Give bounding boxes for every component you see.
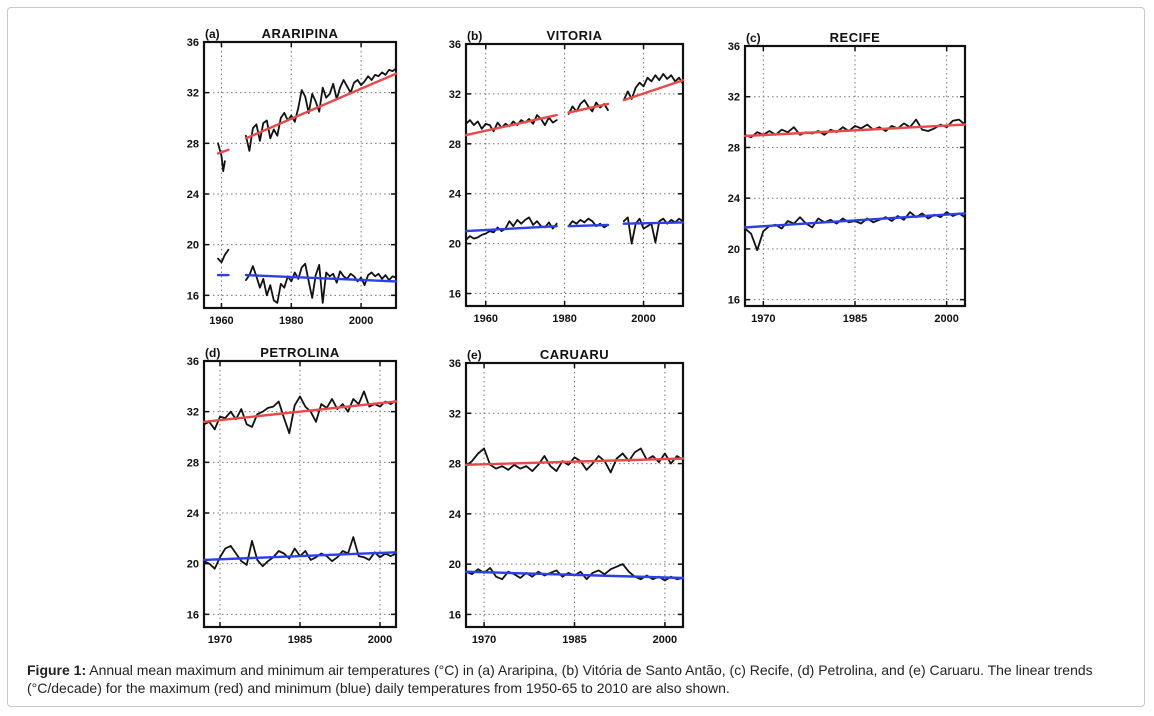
panel-letter: (c) [746, 31, 761, 45]
caption-text: Annual mean maximum and minimum air temp… [27, 662, 1093, 696]
series-min-trend-line [464, 224, 558, 233]
y-tick-label: 16 [728, 295, 740, 307]
y-tick-label: 32 [187, 88, 199, 100]
y-tick-label: 36 [728, 41, 740, 53]
panel-letter: (b) [467, 29, 482, 43]
series-max-line [744, 118, 966, 139]
caption-label: Figure 1: [27, 662, 87, 678]
series-max-line [622, 73, 684, 101]
y-tick-label: 32 [449, 408, 461, 420]
x-tick-label: 1985 [288, 634, 312, 646]
series-max-trend-line [202, 400, 398, 423]
plot-frame [202, 40, 398, 310]
panel-letter: (e) [467, 348, 482, 362]
x-tick-label: 2000 [349, 315, 373, 327]
x-tick-label: 1985 [843, 313, 867, 325]
series-min-trend-line [202, 551, 398, 562]
x-tick-label: 1980 [279, 315, 303, 327]
y-tick-label: 16 [187, 290, 199, 302]
y-tick-label: 36 [187, 37, 199, 49]
x-tick-label: 1980 [552, 313, 576, 325]
y-tick-label: 24 [449, 189, 462, 201]
x-tick-label: 2000 [934, 313, 958, 325]
x-tick-label: 1970 [751, 313, 775, 325]
y-tick-label: 20 [187, 559, 199, 571]
series-max-trend-line [216, 148, 230, 155]
y-tick-label: 24 [728, 193, 741, 205]
chart-panel-3: 16 20 24 28 32 36 1970 1985 2000 (c) RECIFE [728, 30, 967, 325]
x-tick-label: 1970 [472, 634, 496, 646]
y-tick-label: 28 [187, 138, 199, 150]
y-tick-label: 32 [728, 92, 740, 104]
y-tick-label: 20 [449, 559, 461, 571]
series-min-trend-line [464, 570, 685, 580]
y-tick-label: 20 [449, 239, 461, 251]
x-tick-label: 2000 [368, 634, 392, 646]
y-tick-label: 32 [187, 407, 199, 419]
y-tick-label: 24 [187, 508, 200, 520]
x-tick-label: 1960 [473, 313, 497, 325]
x-tick-label: 1970 [208, 634, 232, 646]
y-tick-label: 20 [728, 244, 740, 256]
chart-panel-1: 16 20 24 28 32 36 1960 1980 2000 (a) ARARIPINA [187, 26, 398, 327]
series-min-trend-line [244, 273, 398, 283]
panel-title: CARUARU [540, 347, 609, 362]
series-min-trend-line [567, 223, 610, 228]
chart-panel-2: 16 20 24 28 32 36 1960 1980 2000 (b) VITORIA [449, 28, 685, 325]
chart-panel-5: 16 20 24 28 32 36 1970 1985 2000 (e) CARUARU [449, 347, 685, 646]
series-max-line [244, 67, 397, 152]
series-max-line [217, 142, 226, 173]
y-tick-label: 16 [449, 289, 461, 301]
series-max-line [465, 114, 558, 133]
plot-frame [464, 42, 685, 308]
series-max-trend-line [464, 457, 685, 466]
panel-title: VITORIA [547, 28, 603, 43]
y-tick-label: 36 [449, 39, 461, 51]
y-tick-label: 16 [187, 609, 199, 621]
series-min-trend-line [622, 221, 685, 225]
chart-panel-4: 16 20 24 28 32 36 1970 1985 2000 (d) PETROLINA [187, 345, 398, 646]
panel-title: PETROLINA [260, 345, 340, 360]
series-max-trend-line [244, 72, 398, 140]
series-max-trend-line [464, 113, 558, 137]
panel-title: RECIFE [830, 30, 881, 45]
y-tick-label: 36 [449, 358, 461, 370]
y-tick-label: 28 [449, 139, 461, 151]
x-tick-label: 2000 [631, 313, 655, 325]
y-tick-label: 24 [449, 509, 462, 521]
series-min-trend-line [743, 212, 967, 229]
series-max-trend-line [622, 78, 685, 102]
y-tick-label: 28 [449, 459, 461, 471]
series-min-line [217, 248, 230, 264]
series-min-line [244, 262, 397, 304]
panel-letter: (a) [205, 27, 220, 41]
y-tick-label: 24 [187, 189, 200, 201]
x-tick-label: 1960 [209, 315, 233, 327]
x-tick-label: 1985 [562, 634, 586, 646]
y-tick-label: 28 [728, 142, 740, 154]
series-max-trend-line [567, 102, 610, 114]
series-min-line [622, 216, 684, 245]
y-tick-label: 16 [449, 609, 461, 621]
y-tick-label: 20 [187, 240, 199, 252]
y-tick-label: 28 [187, 457, 199, 469]
y-tick-label: 36 [187, 356, 199, 368]
y-tick-label: 32 [449, 89, 461, 101]
x-tick-label: 2000 [653, 634, 677, 646]
panel-letter: (d) [205, 346, 220, 360]
figure-caption: Figure 1: Annual mean maximum and minimu… [27, 661, 1132, 697]
series-max-trend-line [743, 123, 967, 138]
panel-title: ARARIPINA [262, 26, 339, 41]
